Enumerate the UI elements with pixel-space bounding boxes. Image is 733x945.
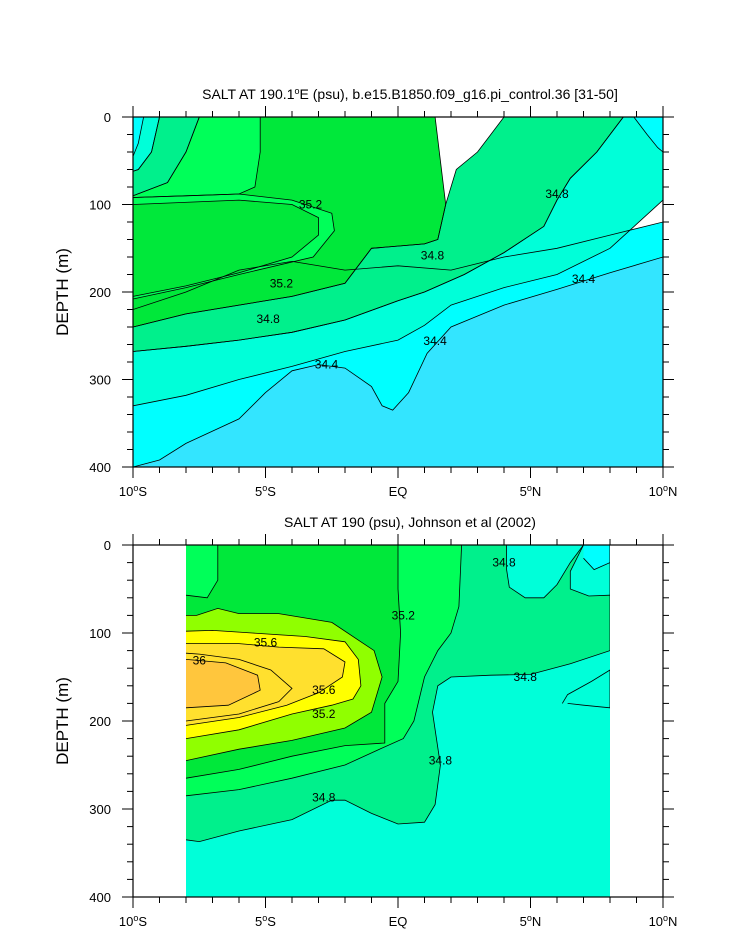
contour-label: 35.2 — [392, 608, 416, 622]
contour-line-6 — [186, 545, 463, 797]
x-tick-label: 10oS — [119, 913, 147, 929]
contour-label: 35.2 — [299, 198, 323, 212]
y-tick-label: 300 — [89, 373, 111, 388]
x-tick-label: EQ — [389, 914, 408, 929]
contour-label: 35.6 — [254, 636, 278, 650]
y-tick-label: 100 — [89, 626, 111, 641]
contour-label: 34.4 — [423, 334, 447, 348]
contour-fill-13 — [186, 659, 261, 708]
y-axis-label: DEPTH (m) — [53, 248, 72, 336]
contour-label: 36 — [193, 653, 207, 667]
contour-label: 34.8 — [429, 754, 453, 768]
contour-label: 34.8 — [492, 556, 516, 570]
contour-line-11 — [133, 193, 335, 300]
contour-label: 35.6 — [312, 683, 336, 697]
chart-title: SALT AT 190 (psu), Johnson et al (2002) — [284, 514, 536, 530]
contour-line-7 — [133, 117, 145, 157]
contour-line-13 — [633, 117, 663, 153]
contour-line-2 — [186, 545, 610, 843]
contour-line-9 — [186, 607, 383, 761]
y-axis-label: DEPTH (m) — [53, 677, 72, 765]
contour-fill-4 — [583, 545, 610, 570]
contour-label: 34.8 — [256, 312, 280, 326]
x-tick-label: 5oN — [520, 483, 542, 499]
contour-label: 34.4 — [315, 358, 339, 372]
contour-label: 34.4 — [572, 272, 596, 286]
contour-line-5 — [133, 117, 447, 328]
contour-line-4 — [583, 545, 610, 571]
x-tick-label: 10oS — [119, 483, 147, 499]
contour-label: 34.8 — [312, 791, 336, 805]
y-tick-label: 200 — [89, 285, 111, 300]
contour-lines — [133, 117, 663, 467]
contour-fills — [186, 545, 610, 897]
contour-fill-5 — [562, 670, 610, 708]
contour-fill-13 — [633, 117, 663, 152]
x-tick-label: 10oN — [649, 483, 678, 499]
y-tick-label: 400 — [89, 460, 111, 475]
contour-line-12 — [133, 199, 319, 297]
contour-fill-12 — [133, 200, 319, 297]
contour-fills — [133, 117, 663, 467]
contour-label: 35.2 — [270, 276, 294, 290]
contour-fill-8 — [133, 117, 200, 196]
x-tick-label: 5oN — [520, 913, 542, 929]
chart-panel-1: 35.2 35.2 34.8 34.8 34.8 34.4 34.4 34.4 10oS 5oS E… — [53, 86, 677, 499]
contour-line-1 — [133, 221, 663, 467]
contour-line-13 — [186, 659, 261, 709]
contour-line-10 — [186, 629, 362, 739]
contour-fill-3 — [133, 117, 663, 406]
contour-label: 35.2 — [312, 707, 336, 721]
contour-label: 34.8 — [421, 248, 445, 262]
chart-panel-2: 35.6 36 35.6 35.2 35.2 34.8 34.8 34.8 34.8 10oS 5o… — [53, 514, 677, 929]
contour-line-12 — [186, 652, 293, 722]
contour-lines — [186, 545, 610, 843]
chart-title: SALT AT 190.1oE (psu), b.e15.B1850.f09_g… — [202, 86, 618, 102]
contour-fill-10 — [133, 117, 261, 198]
contour-fill-7 — [133, 117, 144, 157]
y-tick-label: 0 — [104, 538, 111, 553]
y-tick-label: 100 — [89, 198, 111, 213]
y-tick-label: 400 — [89, 890, 111, 905]
contour-fill-4 — [133, 117, 624, 352]
contour-line-8 — [186, 545, 219, 599]
contour-line-7 — [186, 545, 402, 779]
contour-line-3 — [569, 545, 610, 597]
y-tick-label: 200 — [89, 714, 111, 729]
contour-line-2 — [133, 256, 663, 467]
contour-line-5 — [561, 669, 610, 709]
contour-fill-2 — [133, 257, 663, 467]
x-tick-label: 5oS — [255, 913, 276, 929]
contour-label: 34.8 — [545, 187, 569, 201]
x-tick-label: 5oS — [255, 483, 276, 499]
y-tick-label: 0 — [104, 110, 111, 125]
x-tick-label: EQ — [389, 484, 408, 499]
contour-line-11 — [186, 643, 346, 726]
y-tick-label: 300 — [89, 802, 111, 817]
x-tick-label: 10oN — [649, 913, 678, 929]
contour-label: 34.8 — [514, 670, 538, 684]
contour-fill-8 — [186, 545, 218, 598]
